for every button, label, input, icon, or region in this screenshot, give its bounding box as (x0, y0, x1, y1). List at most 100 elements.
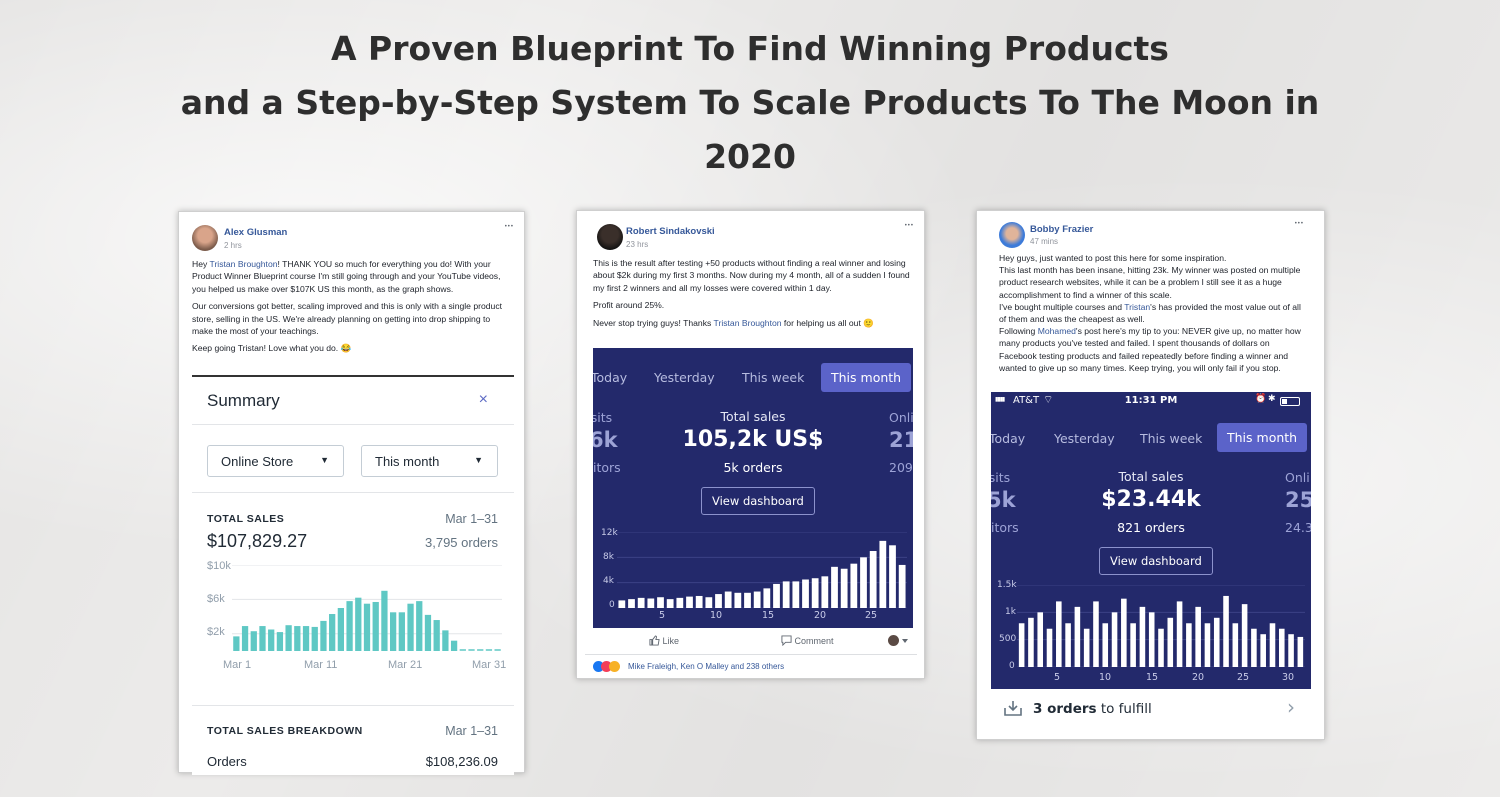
chevron-right-icon[interactable]: › (1287, 695, 1295, 719)
online-label: Onli (889, 410, 913, 425)
tab-yesterday[interactable]: Yesterday (654, 370, 715, 385)
avatar[interactable] (192, 225, 218, 251)
visits-value: 5k (991, 488, 1016, 512)
close-icon[interactable]: × (478, 391, 488, 408)
bar (285, 625, 292, 651)
post-line: Hey guys, just wanted to post this here … (999, 253, 1227, 263)
bar (637, 597, 645, 608)
bar (686, 596, 693, 608)
fulfill-row[interactable]: 3 orders to fulfill › (991, 689, 1311, 729)
store-select[interactable]: Online Store ▼ (207, 445, 344, 477)
bar (294, 626, 301, 651)
tab-this-month[interactable]: This month (1217, 423, 1308, 452)
x-axis-label: 20 (814, 610, 827, 621)
total-sales-value: $107,829.27 (207, 531, 308, 551)
headline-line-1: A Proven Blueprint To Find Winning Produ… (331, 29, 1169, 68)
bar (355, 597, 362, 651)
comment-icon (781, 635, 792, 647)
bar (268, 629, 275, 651)
bar (1093, 601, 1099, 667)
tab-today[interactable]: Today (991, 431, 1026, 446)
bar (879, 540, 887, 608)
divider (192, 492, 514, 493)
avatar[interactable] (597, 224, 623, 250)
mention-link[interactable]: Mohamed (1037, 326, 1076, 337)
y-axis-label: $2k (207, 626, 225, 638)
like-button[interactable]: Like (649, 635, 679, 646)
x-axis-label: Mar 11 (304, 659, 338, 671)
bar (889, 545, 896, 608)
mention-link[interactable]: Tristan (1124, 301, 1151, 312)
breakdown-date: Mar 1–31 (445, 724, 498, 738)
bar (744, 592, 751, 608)
bar (1213, 617, 1220, 667)
post-time[interactable]: 2 hrs (224, 241, 242, 250)
period-select[interactable]: This month ▼ (361, 445, 498, 477)
bar (715, 594, 722, 608)
bar (763, 588, 771, 608)
bar (1167, 617, 1174, 667)
more-options-icon[interactable]: ••• (904, 223, 914, 229)
post-time[interactable]: 47 mins (1030, 237, 1059, 246)
battery-icon (1280, 397, 1300, 406)
post-text-part: Following (999, 326, 1038, 337)
bar (898, 564, 906, 608)
bar (705, 597, 713, 608)
post-author[interactable]: Bobby Frazier (1030, 224, 1094, 235)
view-dashboard-button[interactable]: View dashboard (701, 487, 815, 515)
bar (734, 592, 742, 608)
orders-count: 821 orders (1117, 520, 1185, 535)
post-text: Hey Tristan Broughton! THANK YOU so much… (192, 258, 512, 360)
tab-this-week[interactable]: This week (742, 370, 805, 385)
tab-this-month[interactable]: This month (821, 363, 912, 392)
tab-this-week[interactable]: This week (1140, 431, 1203, 446)
tab-today[interactable]: Today (593, 370, 628, 385)
wow-reaction-icon (609, 661, 620, 672)
online-sub: 209 (889, 460, 913, 475)
avatar[interactable] (999, 222, 1025, 248)
post-author[interactable]: Robert Sindakovski (626, 226, 715, 237)
mention-link[interactable]: Tristan Broughton (713, 317, 782, 328)
x-axis-label: 10 (1099, 672, 1112, 683)
bar (782, 581, 790, 608)
bar (424, 614, 432, 651)
x-axis-label: 25 (1237, 672, 1250, 683)
bar (1195, 606, 1201, 667)
y-axis-label: 4k (603, 576, 614, 586)
reactions-icons[interactable] (593, 661, 629, 672)
caret-down-icon[interactable] (902, 639, 908, 643)
bar (618, 600, 626, 608)
x-axis-label: Mar 21 (388, 659, 423, 671)
inbox-icon (1004, 701, 1022, 716)
like-reaction-icon (593, 661, 604, 672)
y-axis-label: 0 (609, 600, 615, 610)
signal-icon: ▮▮▮▮ (995, 396, 1005, 403)
bar (1241, 604, 1248, 667)
bar (1121, 598, 1127, 667)
tab-yesterday[interactable]: Yesterday (1054, 431, 1115, 446)
mention-link[interactable]: Tristan Broughton (209, 259, 278, 269)
bar (1083, 628, 1090, 667)
view-dashboard-button[interactable]: View dashboard (1099, 547, 1213, 575)
more-options-icon[interactable]: ••• (1294, 221, 1304, 227)
share-avatar[interactable] (888, 635, 899, 646)
bar (259, 626, 266, 651)
more-options-icon[interactable]: ••• (504, 224, 514, 230)
bar (1074, 606, 1081, 667)
post-author[interactable]: Alex Glusman (224, 227, 288, 238)
thumbs-up-icon (649, 635, 660, 646)
bar (381, 590, 388, 651)
comment-button[interactable]: Comment (781, 635, 834, 647)
post-card-alex: Alex Glusman 2 hrs ••• Hey Tristan Broug… (178, 211, 525, 775)
total-sales-value: 105,2k US$ (682, 427, 824, 452)
shopify-summary: Summary × Online Store ▼ This month ▼ TO… (192, 375, 514, 775)
post-time[interactable]: 23 hrs (626, 240, 649, 249)
date-range: Mar 1–31 (445, 512, 498, 526)
bar (450, 640, 458, 651)
bar (628, 599, 635, 608)
bar (433, 620, 440, 651)
bar (1130, 623, 1136, 667)
y-axis-label: 1k (1005, 607, 1016, 617)
reactions-text[interactable]: Mike Fraleigh, Ken O Malley and 238 othe… (628, 662, 785, 671)
post-text: Hey guys, just wanted to post this here … (999, 252, 1307, 374)
